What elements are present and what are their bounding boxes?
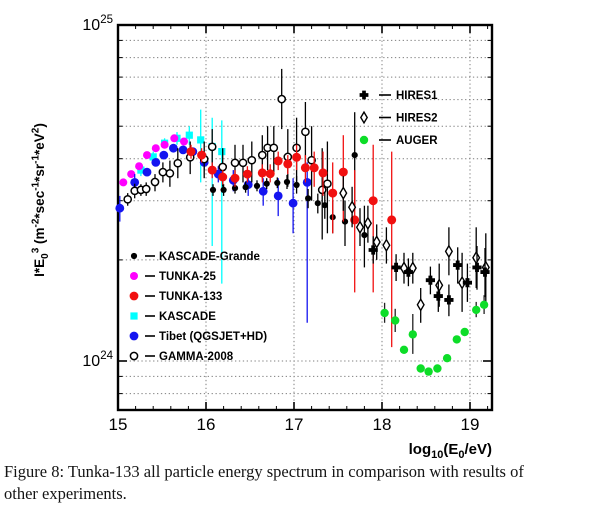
legend-label-hires2: HIRES2 [396,113,438,125]
series-hires1 [368,236,490,317]
series-auger [380,295,489,376]
series-tunka-133 [186,135,397,348]
series-tunka-25 [119,134,188,187]
svg-text:17: 17 [285,415,304,434]
x-axis-label: log10(E0/eV) [409,441,492,460]
legend-label-kascade-grande: KASCADE-Grande [159,251,260,263]
figure-caption: Figure 8: Tunka-133 all particle energy … [4,461,604,505]
legend-label-kascade: KASCADE [159,311,216,323]
x-tick-labels: 15 16 17 18 19 [109,415,480,434]
legend-right: HIRES1 HIRES2 AUGER [359,90,438,147]
svg-text:18: 18 [373,415,392,434]
legend-label-tunka-133: TUNKA-133 [159,291,222,303]
svg-text:1025: 1025 [82,14,113,34]
legend-label-gamma-2008: GAMMA-2008 [159,351,234,363]
series-hires2 [339,176,490,323]
plot-frame [116,23,494,412]
series-gamma-2008 [123,68,332,240]
legend-label-tibet-qgsjet-hd: Tibet (QGSJET+HD) [159,331,267,343]
caption-line-1: Figure 8: Tunka-133 all particle energy … [4,462,524,481]
spectrum-plot-svg: KASCADE-Grande TUNKA-25 TUNKA-133 KASCADE Ti… [30,14,494,461]
svg-text:19: 19 [461,415,480,434]
svg-text:15: 15 [109,415,128,434]
svg-text:1024: 1024 [82,350,113,370]
y-tick-labels: 1025 1024 [82,14,113,370]
grid [118,25,492,410]
legend-label-tunka-25: TUNKA-25 [159,271,216,283]
legend-left: KASCADE-Grande TUNKA-25 TUNKA-133 KASCADE Ti… [129,251,267,363]
svg-text:16: 16 [197,415,216,434]
legend-label-hires1: HIRES1 [396,90,438,102]
y-axis-label: I*E03 (m-2*sec-1*sr-1*eV2) [30,123,50,277]
legend-label-auger: AUGER [396,135,438,147]
spectrum-plot: KASCADE-Grande TUNKA-25 TUNKA-133 KASCADE Ti… [30,14,494,461]
caption-line-2: other experiments. [4,484,127,504]
